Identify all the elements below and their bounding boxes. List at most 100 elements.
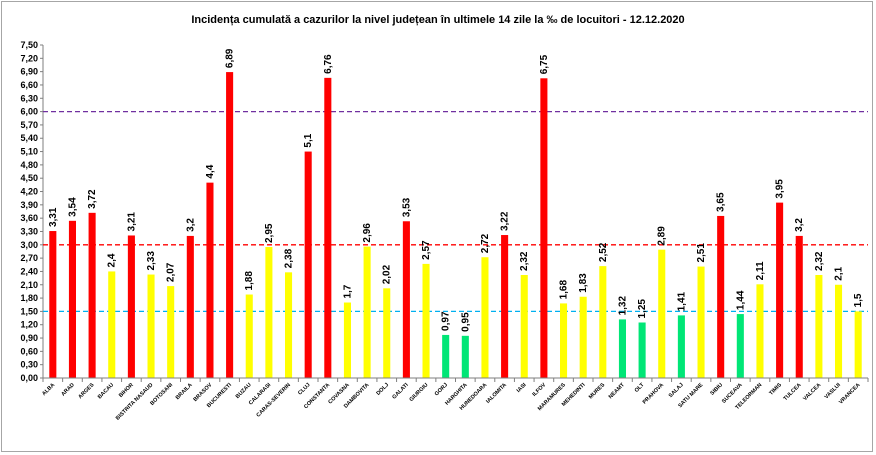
bar xyxy=(442,334,450,378)
x-tick-label: BISTRITA NASAUD xyxy=(115,382,154,421)
y-tick-label: 3,30 xyxy=(20,226,38,236)
x-tick-label: GALATI xyxy=(391,382,410,401)
y-tick-label: 4,80 xyxy=(20,160,38,170)
x-tick-label: VASLUI xyxy=(824,382,843,401)
bar-value-label: 1,41 xyxy=(676,291,687,311)
x-tick-label: TIMIS xyxy=(768,382,783,397)
x-tick-label: BRAILA xyxy=(175,382,194,401)
bar xyxy=(795,235,803,378)
bar-value-label: 3,22 xyxy=(500,211,511,231)
y-tick-label: 1,20 xyxy=(20,320,38,330)
bar-value-label: 1,7 xyxy=(342,284,353,298)
bar-value-label: 2,52 xyxy=(598,242,609,262)
bar xyxy=(226,72,234,379)
bar-value-label: 2,11 xyxy=(755,261,766,280)
bar-value-label: 1,25 xyxy=(637,299,648,319)
y-tick-label: 3,00 xyxy=(20,240,38,250)
bar-value-label: 3,53 xyxy=(401,197,412,217)
y-tick-label: 2,10 xyxy=(20,280,38,290)
bar-value-label: 5,1 xyxy=(303,133,314,147)
y-tick-label: 1,50 xyxy=(20,306,38,316)
y-tick-label: 2,40 xyxy=(20,266,38,276)
bar xyxy=(776,202,784,378)
x-tick-label: TULCEA xyxy=(783,382,803,402)
bar xyxy=(383,288,391,378)
bar-value-label: 2,32 xyxy=(519,251,530,271)
bar xyxy=(127,235,135,378)
y-tick-label: 3,60 xyxy=(20,213,38,223)
x-tick-label: BIHOR xyxy=(118,382,135,399)
x-tick-label: CARAS-SEVERIN xyxy=(256,382,292,418)
x-tick-label: ARGES xyxy=(77,382,95,400)
y-tick-label: 6,90 xyxy=(20,67,38,77)
bar xyxy=(481,257,489,378)
bar xyxy=(540,78,548,379)
y-tick-label: 5,70 xyxy=(20,120,38,130)
bar xyxy=(756,284,764,378)
bar xyxy=(677,315,685,378)
threshold-lines xyxy=(43,110,868,313)
y-axis: 0,00 0,30 0,60 0,90 1,20 1,50 1,80 2,10 2,40 2,70… xyxy=(20,40,44,383)
y-tick-label: 2,70 xyxy=(20,253,38,263)
bar xyxy=(285,272,293,378)
y-tick-label: 7,20 xyxy=(20,53,38,63)
bar-value-label: 3,21 xyxy=(126,212,137,232)
bar xyxy=(167,286,175,378)
x-tick-label: NEAMT xyxy=(608,382,627,401)
bar-value-label: 3,95 xyxy=(775,179,786,199)
x-tick-label: PRAHOVA xyxy=(642,382,665,405)
y-tick-label: 7,50 xyxy=(20,40,38,50)
bar-value-label: 3,31 xyxy=(48,207,59,227)
x-tick-label: CLUJ xyxy=(297,382,311,396)
bar-value-label: 3,2 xyxy=(794,218,805,232)
bar xyxy=(815,274,823,378)
bar xyxy=(461,335,469,378)
bar-value-label: 2,33 xyxy=(146,251,157,271)
bar-value-label: 4,4 xyxy=(205,164,216,178)
x-tick-label: IALOMITA xyxy=(485,382,508,405)
bars: 3,31 3,54 3,72 2,4 3,21 2,33 2,07 3,2 4,4 6,89 1,8… xyxy=(48,48,864,379)
y-tick-label: 3,90 xyxy=(20,200,38,210)
bar xyxy=(206,182,214,378)
bar-value-label: 0,97 xyxy=(441,311,452,331)
bar-value-label: 3,2 xyxy=(185,218,196,232)
x-tick-label: SIBIU xyxy=(709,382,724,397)
bar-value-label: 2,89 xyxy=(657,226,668,246)
bar xyxy=(579,296,587,378)
y-tick-label: 5,40 xyxy=(20,133,38,143)
bar xyxy=(560,303,568,378)
bar-value-label: 0,95 xyxy=(460,312,471,332)
x-tick-label: ILFOV xyxy=(532,382,548,398)
bar-value-label: 1,32 xyxy=(617,295,628,315)
y-tick-label: 0,60 xyxy=(20,346,38,356)
x-tick-label: GORJ xyxy=(434,382,449,397)
bar-value-label: 1,83 xyxy=(578,273,589,293)
bar xyxy=(618,319,626,378)
x-tick-label: ARAD xyxy=(60,382,75,397)
x-tick-label: GIURGIU xyxy=(409,382,430,403)
bar xyxy=(422,263,430,378)
bar-value-label: 2,51 xyxy=(696,243,707,263)
x-tick-label: BACAU xyxy=(97,382,115,400)
x-tick-label: ALBA xyxy=(41,382,56,397)
y-tick-label: 0,30 xyxy=(20,360,38,370)
bar xyxy=(68,220,76,378)
bar xyxy=(186,235,194,378)
x-tick-label: SALAJ xyxy=(668,382,685,399)
y-tick-label: 5,10 xyxy=(20,147,38,157)
bar xyxy=(147,274,155,378)
bar xyxy=(108,271,116,378)
bar xyxy=(835,284,843,378)
bar-value-label: 1,68 xyxy=(559,280,570,300)
bar-value-label: 2,72 xyxy=(480,233,491,253)
bar xyxy=(304,151,312,378)
bar xyxy=(520,274,528,378)
bar xyxy=(638,322,646,378)
bar xyxy=(736,314,744,378)
x-tick-label: MURES xyxy=(588,382,607,401)
bar-value-label: 3,65 xyxy=(716,192,727,212)
bar xyxy=(854,311,862,378)
bar-value-label: 2,02 xyxy=(382,264,393,284)
bar-value-label: 1,88 xyxy=(244,271,255,291)
